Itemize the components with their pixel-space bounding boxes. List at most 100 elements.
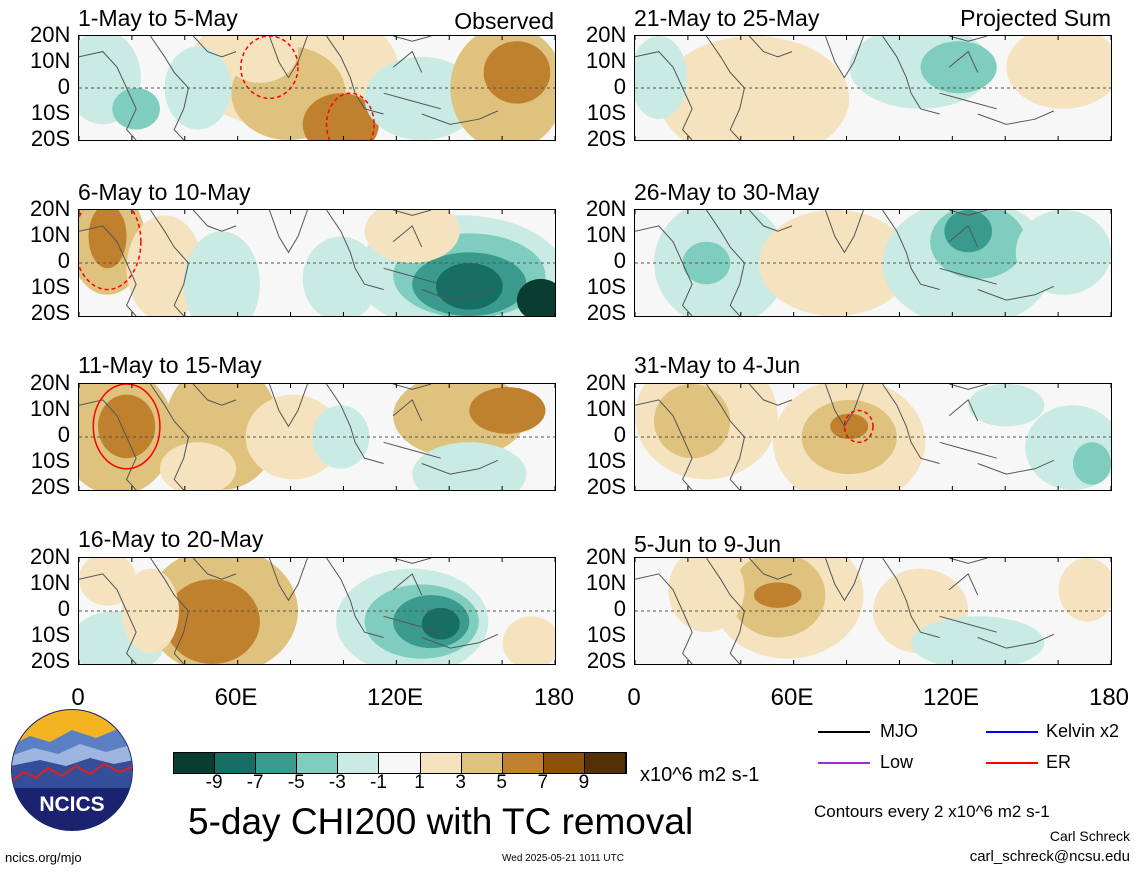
coastline	[949, 36, 988, 42]
coastline	[948, 399, 979, 422]
coastline	[948, 50, 979, 73]
panel-title: 11-May to 15-May	[78, 352, 262, 378]
er-contour	[843, 409, 874, 444]
lon-label: 180	[533, 684, 575, 711]
colorbar-tick-label: 1	[414, 772, 425, 793]
coastline	[748, 36, 793, 58]
colorbar-tick-label: 9	[578, 772, 590, 793]
lat-label: 10S	[30, 448, 70, 473]
coastline	[268, 36, 308, 79]
coastline	[939, 92, 997, 110]
coastline	[939, 615, 997, 633]
legend-line-er	[986, 762, 1038, 764]
coastline	[268, 558, 308, 602]
coastline	[326, 558, 384, 638]
coastline	[421, 633, 499, 649]
anomaly-region	[469, 387, 546, 434]
coastline	[326, 384, 384, 464]
logo-text: NCICS	[39, 793, 104, 816]
coastline	[635, 573, 693, 664]
anomaly-region	[364, 56, 479, 140]
colorbar-swatch	[338, 753, 380, 773]
legend-label: ER	[1046, 752, 1072, 772]
lat-label: 20S	[586, 126, 626, 151]
map-panel	[78, 209, 556, 317]
main-title: 5-day CHI200 with TC removal	[188, 801, 694, 842]
lon-label: 180	[1088, 684, 1130, 711]
legend-line-mjo	[818, 731, 870, 733]
coastline	[824, 384, 864, 428]
colorbar-tick-label: 5	[496, 772, 507, 793]
legend-label: MJO	[880, 721, 918, 741]
lat-label: 10N	[586, 396, 627, 421]
coastline	[79, 399, 137, 490]
lat-label: 20S	[586, 300, 626, 325]
anomaly-region	[944, 210, 992, 253]
anomaly-region	[635, 36, 688, 120]
lat-label: 20N	[30, 544, 71, 569]
coastline	[79, 225, 137, 316]
anomaly-region	[1058, 558, 1111, 622]
timestamp: Wed 2025-05-21 1011 UTC	[502, 853, 624, 864]
panel-title: 6-May to 10-May	[78, 179, 251, 205]
colorbar-tick-label: 7	[537, 772, 549, 793]
legend-line-low	[818, 762, 870, 764]
lat-label: 20N	[586, 196, 627, 221]
anomaly-region	[421, 607, 460, 640]
lat-label: 10N	[586, 48, 627, 73]
lat-label: 20S	[586, 648, 626, 673]
lat-label: 20S	[30, 474, 70, 499]
anomaly-region	[516, 278, 555, 316]
anomaly-region	[312, 405, 370, 469]
colorbar-swatch	[584, 753, 627, 773]
coastline	[421, 459, 499, 475]
lat-label: 20S	[30, 648, 70, 673]
anomaly-region	[245, 394, 341, 480]
coastline	[268, 384, 308, 428]
lat-label: 10S	[586, 622, 626, 647]
panel-title: 26-May to 30-May	[634, 179, 820, 205]
author-email[interactable]: carl_schreck@ncsu.edu	[969, 848, 1130, 865]
anomaly-region	[654, 384, 731, 459]
lon-label: 0	[71, 684, 85, 711]
anomaly-region	[754, 582, 802, 608]
lat-label: 10N	[30, 396, 71, 421]
coastline	[392, 573, 423, 596]
legend-line-kelvin	[986, 731, 1038, 733]
lon-label: 120E	[366, 684, 424, 711]
coastline	[192, 384, 237, 406]
lat-label: 10S	[586, 448, 626, 473]
panel-title: 5-Jun to 9-Jun	[634, 531, 782, 557]
coastline	[824, 558, 864, 602]
coastline	[882, 210, 940, 290]
lat-label: 10S	[30, 100, 70, 125]
lat-label: 10S	[30, 274, 70, 299]
lat-label: 20N	[30, 22, 71, 47]
coastline	[79, 51, 137, 140]
colorbar-swatch	[543, 753, 585, 773]
coastline	[268, 210, 308, 254]
coastline	[939, 267, 997, 285]
anomaly-region	[830, 413, 869, 440]
colorbar-swatch	[502, 753, 544, 773]
lat-label: 0	[57, 596, 70, 621]
panel-title: 21-May to 25-May	[634, 5, 820, 31]
anomaly-region	[126, 215, 203, 316]
lat-label: 20N	[586, 544, 627, 569]
colorbar-swatch	[379, 753, 421, 773]
coastline	[949, 384, 988, 390]
lat-label: 10S	[586, 100, 626, 125]
panel-corner-label: Observed	[454, 8, 554, 34]
coastline	[326, 36, 384, 115]
panel-title: 16-May to 20-May	[78, 526, 264, 552]
lat-label: 20S	[30, 300, 70, 325]
map-panel	[78, 383, 556, 491]
colorbar-tick-label: -5	[287, 772, 305, 793]
legend-label: Low	[880, 752, 914, 772]
anomaly-region	[302, 93, 379, 140]
lat-label: 20N	[30, 196, 71, 221]
site-link[interactable]: ncics.org/mjo	[5, 850, 82, 865]
coastline	[392, 50, 423, 73]
anomaly-region	[1015, 210, 1111, 295]
anomaly-region	[221, 36, 298, 83]
